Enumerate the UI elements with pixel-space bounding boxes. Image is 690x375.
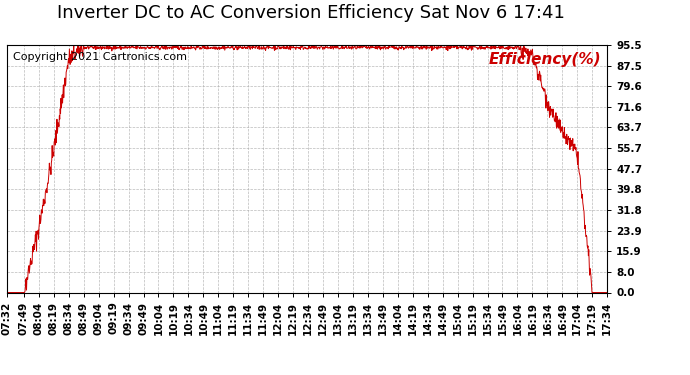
Text: Inverter DC to AC Conversion Efficiency Sat Nov 6 17:41: Inverter DC to AC Conversion Efficiency …: [57, 4, 564, 22]
Text: Copyright 2021 Cartronics.com: Copyright 2021 Cartronics.com: [13, 53, 187, 62]
Text: Efficiency(%): Efficiency(%): [489, 53, 601, 68]
